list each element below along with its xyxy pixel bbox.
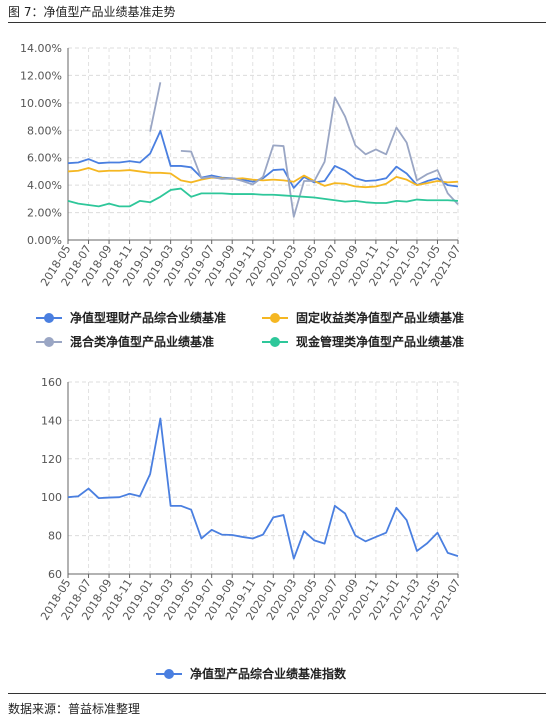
legend-label: 净值型产品综合业绩基准指数 [190, 666, 347, 681]
legend-swatch-marker [270, 337, 280, 347]
y-tick-label: 120 [41, 453, 62, 466]
legend-label: 混合类净值型产品业绩基准 [70, 334, 214, 349]
y-tick-label: 160 [41, 376, 62, 389]
benchmark-rate-chart: 0.00% 2.00% 4.00% 6.00% 8.00% 10.00% 12.00% 14.… [20, 42, 464, 349]
y-tick-label: 60 [48, 568, 62, 581]
legend-label: 固定收益类净值型产品业绩基准 [296, 310, 464, 325]
source-note: 数据来源：普益标准整理 [8, 702, 141, 716]
legend-swatch-marker [164, 669, 174, 679]
series-line-3 [149, 82, 459, 218]
legend-item-2[interactable]: 固定收益类净值型产品业绩基准 [262, 310, 464, 325]
bottom-divider [8, 693, 546, 694]
y-tick-label: 6.00% [27, 152, 62, 165]
y-tick-label: 10.00% [20, 97, 62, 110]
legend-label: 现金管理类净值型产品业绩基准 [296, 334, 464, 349]
series-line-1 [67, 130, 459, 189]
benchmark-index-chart: 60801001201401602018-052018-072018-09201… [38, 376, 463, 681]
series-line-2 [67, 167, 459, 189]
y-tick-label: 0.00% [27, 234, 62, 247]
legend-item-4[interactable]: 现金管理类净值型产品业绩基准 [262, 334, 464, 349]
top-divider [8, 22, 546, 23]
series-line-4 [67, 187, 459, 208]
series-line-1 [67, 417, 459, 560]
y-tick-label: 100 [41, 491, 62, 504]
legend-swatch-marker [44, 313, 54, 323]
y-tick-label: 14.00% [20, 42, 62, 55]
legend-label: 净值型理财产品综合业绩基准 [70, 310, 226, 325]
y-tick-label: 80 [48, 530, 62, 543]
figure-title: 图 7：净值型产品业绩基准走势 [8, 5, 176, 19]
y-tick-label: 8.00% [27, 124, 62, 137]
legend-swatch-marker [44, 337, 54, 347]
legend-item-1[interactable]: 净值型产品综合业绩基准指数 [156, 666, 347, 681]
y-tick-label: 12.00% [20, 69, 62, 82]
y-tick-label: 2.00% [27, 207, 62, 220]
y-tick-label: 140 [41, 414, 62, 427]
legend-swatch-marker [270, 313, 280, 323]
y-tick-label: 4.00% [27, 179, 62, 192]
legend-item-1[interactable]: 净值型理财产品综合业绩基准 [36, 310, 226, 325]
legend-item-3[interactable]: 混合类净值型产品业绩基准 [36, 334, 214, 349]
